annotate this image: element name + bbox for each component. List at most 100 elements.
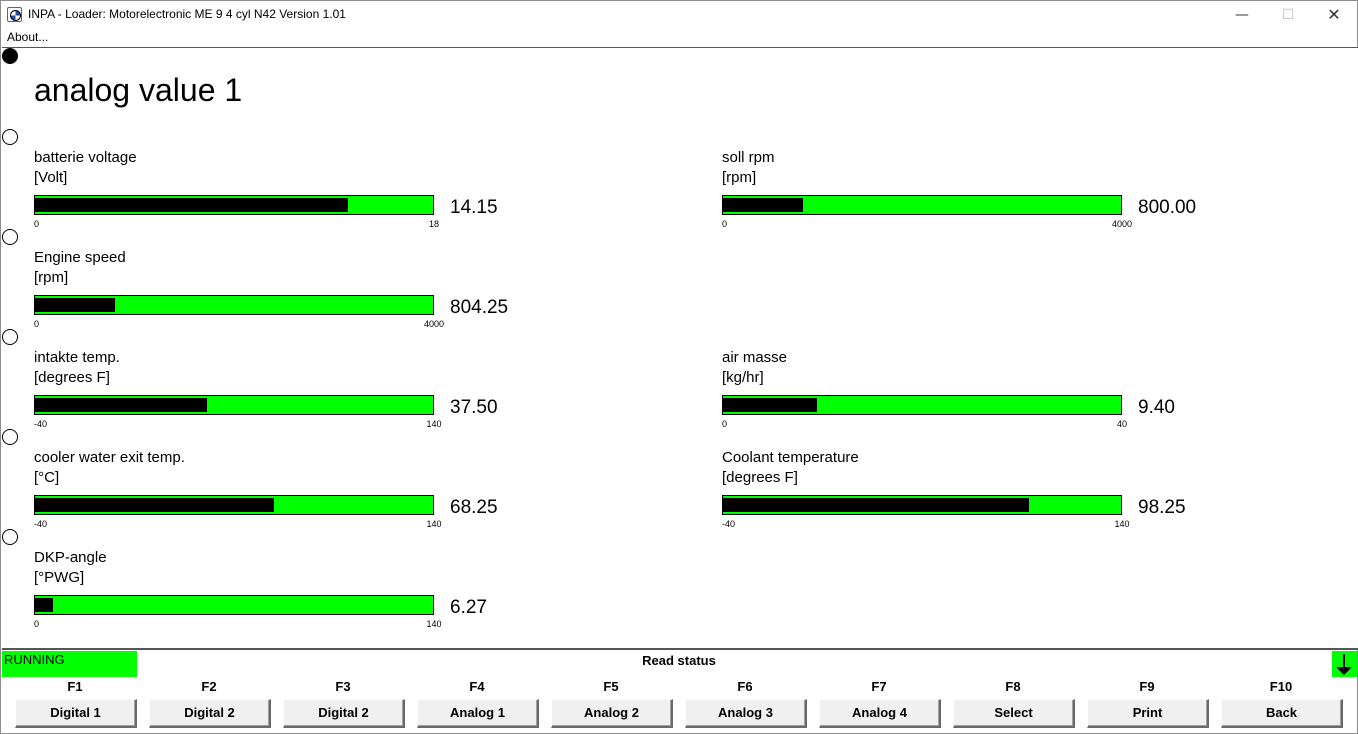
status-message: Read status — [642, 653, 716, 668]
gauge-bar — [722, 495, 1122, 515]
gauge-label: soll rpm — [722, 149, 775, 166]
fkey-f7: F7 Analog 4 — [819, 677, 941, 734]
fkey-label: F7 — [871, 679, 887, 694]
fkey-label: F10 — [1269, 679, 1293, 694]
gauge-min: -40 — [34, 419, 48, 429]
gauge-min: -40 — [34, 519, 48, 529]
gauge-value: 804.25 — [450, 297, 509, 318]
fkey-label: F8 — [1005, 679, 1021, 694]
print-button[interactable]: Print — [1087, 699, 1209, 728]
gauge-dkp-angle: DKP-angle [°PWG] 6.27 0 140 — [34, 549, 554, 639]
gauge-max: 4000 — [423, 319, 445, 329]
gauge-label: batterie voltage — [34, 149, 137, 166]
radio-indicator-2 — [2, 129, 18, 145]
gauge-value: 9.40 — [1138, 397, 1175, 418]
gauge-air-masse: air masse [kg/hr] 9.40 0 40 — [722, 349, 1242, 439]
gauge-fill — [723, 498, 1029, 512]
gauge-label: intakte temp. — [34, 349, 120, 366]
minimize-button[interactable]: — — [1235, 7, 1249, 23]
status-state: RUNNING — [2, 651, 137, 677]
gauge-value: 14.15 — [450, 197, 498, 218]
arrow-down-icon — [1332, 651, 1357, 677]
gauge-bar — [34, 395, 434, 415]
gauge-value: 68.25 — [450, 497, 498, 518]
gauge-min: 0 — [34, 219, 40, 229]
gauge-bar — [722, 395, 1122, 415]
fkey-label: F1 — [67, 679, 83, 694]
gauge-min: 0 — [34, 619, 40, 629]
gauge-fill — [723, 198, 803, 212]
gauge-fill — [35, 198, 348, 212]
fkey-f4: F4 Analog 1 — [417, 677, 539, 734]
fkey-f10: F10 Back — [1221, 677, 1343, 734]
gauge-unit: [Volt] — [34, 169, 68, 186]
gauge-bar — [34, 195, 434, 215]
gauge-value: 98.25 — [1138, 497, 1186, 518]
fkey-label: F5 — [603, 679, 619, 694]
gauge-value: 37.50 — [450, 397, 498, 418]
gauge-engine-speed: Engine speed [rpm] 804.25 0 4000 — [34, 249, 554, 339]
select-button[interactable]: Select — [953, 699, 1075, 728]
close-button[interactable]: ✕ — [1327, 5, 1341, 24]
maximize-button[interactable]: ☐ — [1281, 7, 1295, 23]
gauge-value: 6.27 — [450, 597, 487, 618]
gauge-max: 140 — [426, 419, 442, 429]
gauge-bar — [34, 495, 434, 515]
gauge-cooler-water-exit-temp: cooler water exit temp. [°C] 68.25 -40 1… — [34, 449, 554, 539]
gauge-soll-rpm: soll rpm [rpm] 800.00 0 4000 — [722, 149, 1242, 239]
fkey-label: F2 — [201, 679, 217, 694]
radio-indicator-3 — [2, 229, 18, 245]
digital-2b-button[interactable]: Digital 2 — [283, 699, 405, 728]
gauge-unit: [°PWG] — [34, 569, 85, 586]
analog-2-button[interactable]: Analog 2 — [551, 699, 673, 728]
fkey-f9: F9 Print — [1087, 677, 1209, 734]
fkey-label: F9 — [1139, 679, 1155, 694]
function-key-row: F1 Digital 1 F2 Digital 2 F3 Digital 2 F… — [1, 677, 1357, 734]
gauge-max: 18 — [428, 219, 439, 229]
radio-indicator-1 — [2, 48, 18, 64]
window-title: INPA - Loader: Motorelectronic ME 9 4 cy… — [28, 7, 346, 21]
menu-about[interactable]: About... — [7, 30, 49, 44]
gauge-label: Coolant temperature — [722, 449, 859, 466]
radio-indicator-6 — [2, 529, 18, 545]
analog-3-button[interactable]: Analog 3 — [685, 699, 807, 728]
gauge-coolant-temperature: Coolant temperature [degrees F] 98.25 -4… — [722, 449, 1242, 539]
fkey-label: F3 — [335, 679, 351, 694]
fkey-f6: F6 Analog 3 — [685, 677, 807, 734]
gauge-unit: [rpm] — [34, 269, 69, 286]
gauge-max: 140 — [426, 619, 442, 629]
page-title: analog value 1 — [34, 72, 243, 108]
gauge-label: cooler water exit temp. — [34, 449, 185, 466]
gauge-label: Engine speed — [34, 249, 126, 266]
gauge-fill — [35, 398, 207, 412]
fkey-f5: F5 Analog 2 — [551, 677, 673, 734]
analog-4-button[interactable]: Analog 4 — [819, 699, 941, 728]
inpa-app-icon[interactable] — [7, 7, 22, 22]
gauge-max: 140 — [426, 519, 442, 529]
gauge-unit: [degrees F] — [34, 369, 110, 386]
digital-1-button[interactable]: Digital 1 — [15, 699, 137, 728]
digital-2-button[interactable]: Digital 2 — [149, 699, 271, 728]
gauge-fill — [723, 398, 817, 412]
title-bar[interactable]: INPA - Loader: Motorelectronic ME 9 4 cy… — [1, 1, 1357, 29]
gauge-unit: [kg/hr] — [722, 369, 764, 386]
analog-1-button[interactable]: Analog 1 — [417, 699, 539, 728]
gauge-fill — [35, 298, 115, 312]
gauge-max: 140 — [1114, 519, 1130, 529]
gauge-min: 0 — [722, 419, 728, 429]
gauge-value: 800.00 — [1138, 197, 1197, 218]
radio-indicator-4 — [2, 329, 18, 345]
arrow-head — [1336, 667, 1352, 675]
gauge-unit: [degrees F] — [722, 469, 798, 486]
gauge-bar — [722, 195, 1122, 215]
back-button[interactable]: Back — [1221, 699, 1343, 728]
gauge-min: 0 — [34, 319, 40, 329]
gauge-min: 0 — [722, 219, 728, 229]
gauge-fill — [35, 598, 53, 612]
gauge-bar — [34, 295, 434, 315]
gauge-fill — [35, 498, 274, 512]
gauge-max: 4000 — [1111, 219, 1133, 229]
status-bar: RUNNING Read status — [1, 651, 1357, 677]
gauge-label: air masse — [722, 349, 788, 366]
